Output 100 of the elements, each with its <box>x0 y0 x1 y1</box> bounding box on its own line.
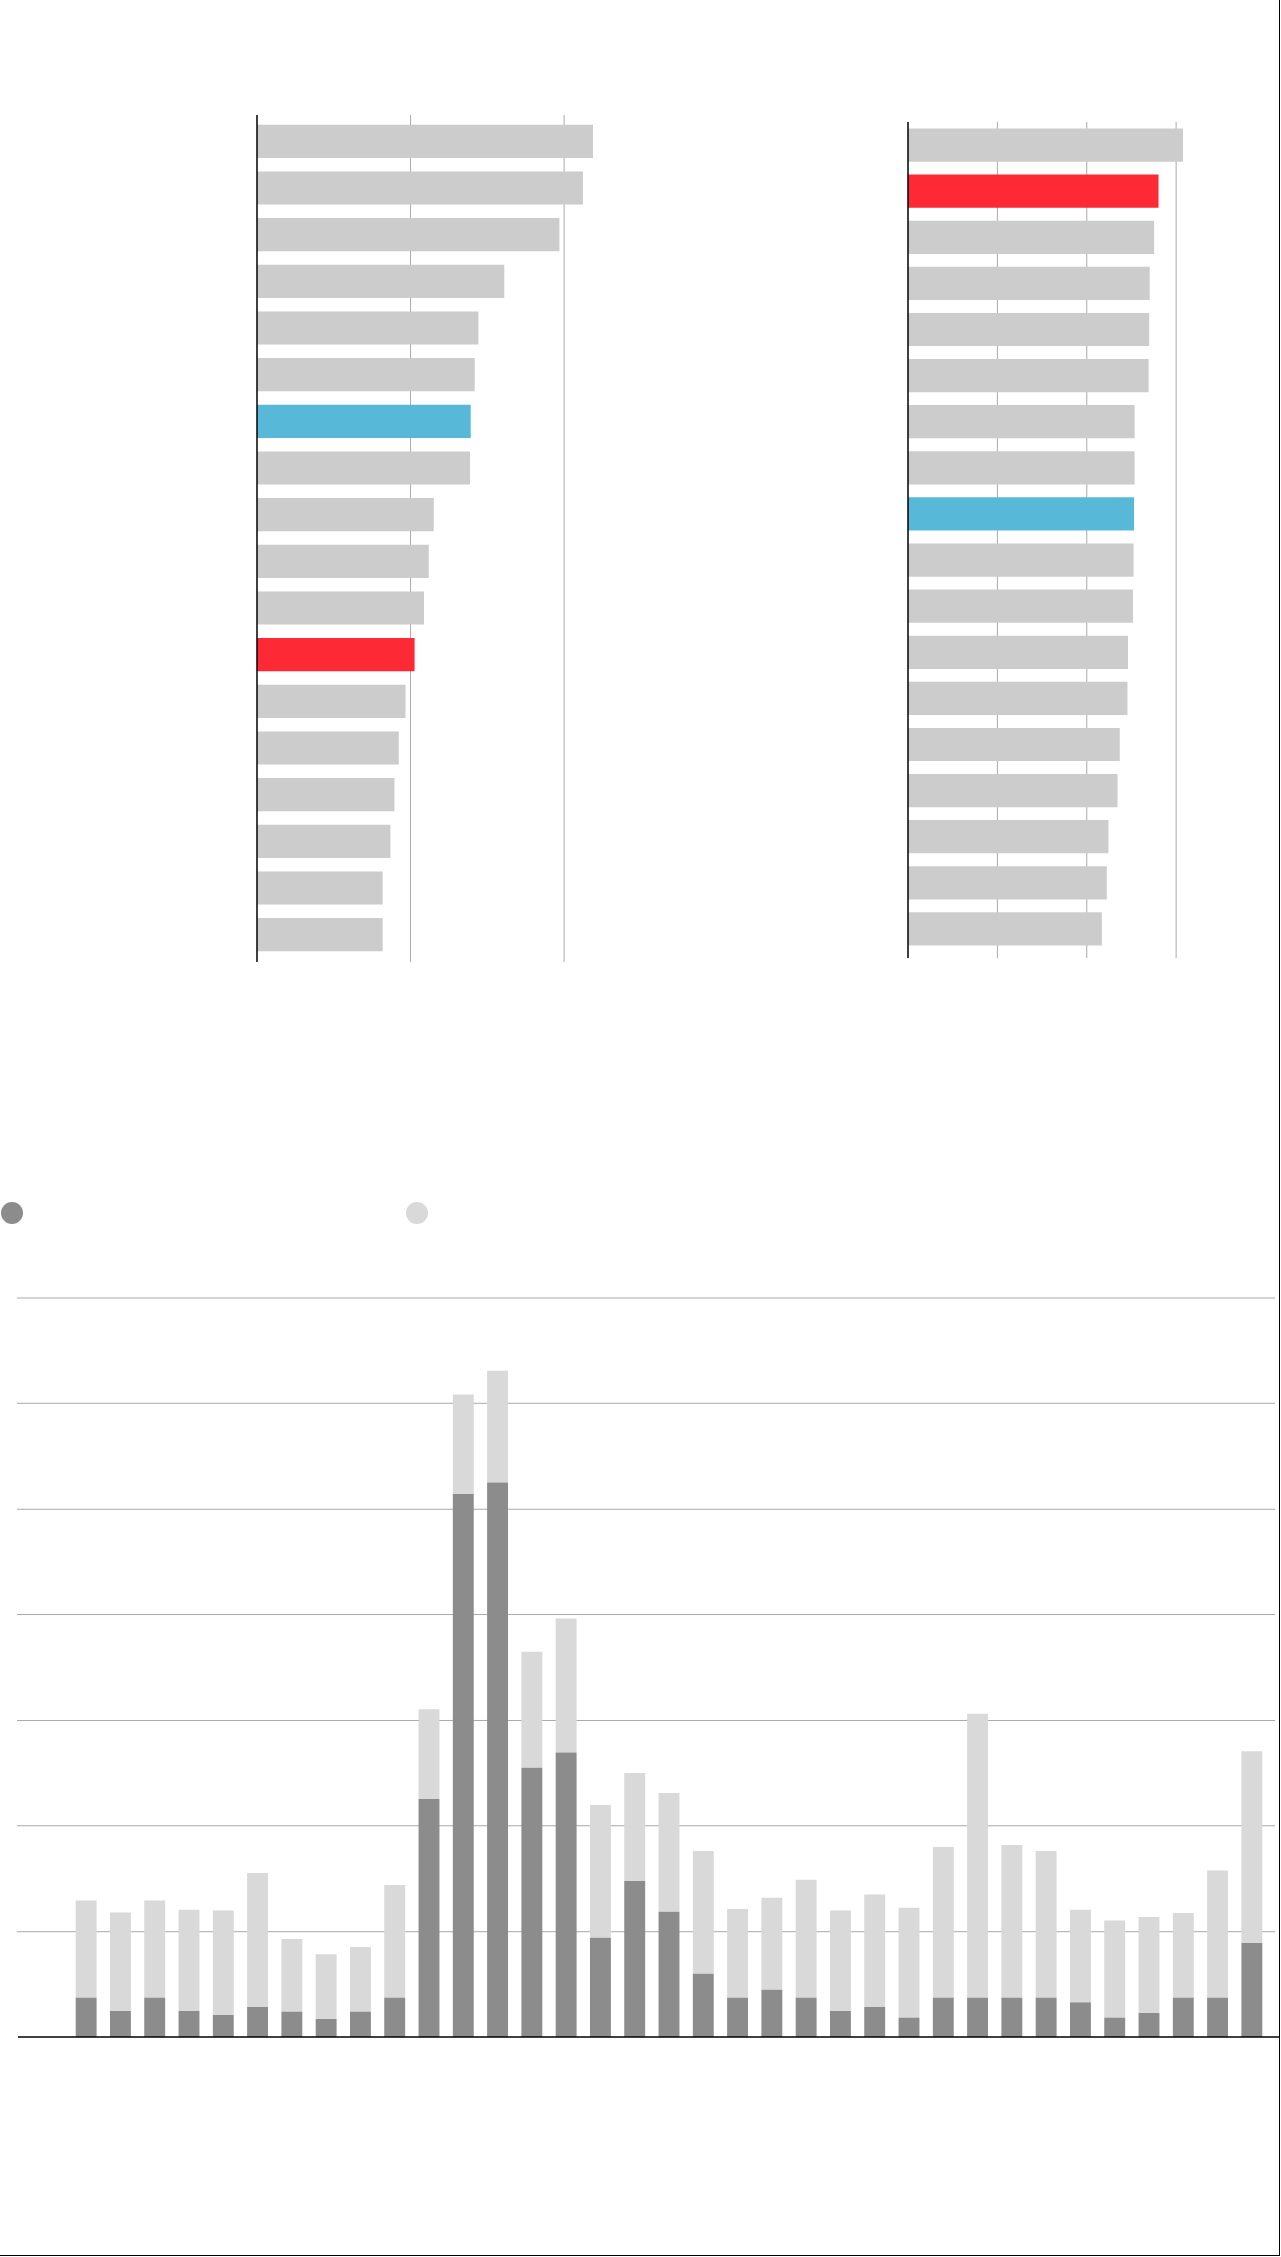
bar <box>257 544 429 578</box>
bar <box>761 1989 783 2037</box>
bar <box>1241 1751 1263 1944</box>
bar <box>1207 1997 1229 2037</box>
bar <box>761 1897 783 1990</box>
bar <box>795 1879 817 1998</box>
bar <box>908 681 1128 715</box>
bar <box>795 1997 817 2037</box>
bar <box>908 589 1133 623</box>
bar <box>829 1910 851 2012</box>
bar <box>589 1805 611 1938</box>
bar <box>257 404 471 438</box>
bar <box>829 2011 851 2037</box>
bar <box>1069 1909 1091 2003</box>
bar <box>247 1873 269 2008</box>
bar <box>908 727 1120 762</box>
bar <box>658 1911 680 2037</box>
bar <box>257 731 399 765</box>
bar <box>1138 2013 1160 2037</box>
bar <box>384 1885 406 1998</box>
bar <box>257 824 391 858</box>
bar <box>257 871 383 905</box>
bar <box>908 312 1150 347</box>
bar <box>178 2011 200 2037</box>
bar <box>281 1939 303 2012</box>
bar <box>257 218 560 252</box>
bar <box>1138 1917 1160 2014</box>
bar <box>1001 1997 1023 2037</box>
bar <box>257 264 505 298</box>
bar <box>908 497 1135 531</box>
bar <box>908 543 1134 577</box>
bar <box>144 1900 166 1998</box>
bar <box>932 1997 954 2037</box>
bar <box>1104 2017 1126 2037</box>
bar <box>452 1394 474 1494</box>
bar <box>908 912 1102 946</box>
bar <box>908 820 1109 854</box>
bar <box>1035 1997 1057 2037</box>
bar <box>1069 2002 1091 2037</box>
bar <box>692 1973 714 2037</box>
bar <box>257 451 471 485</box>
bar <box>109 2011 131 2037</box>
bar <box>257 171 583 205</box>
bar <box>555 1618 577 1753</box>
bar <box>212 1910 234 2016</box>
bar <box>1172 1913 1194 1998</box>
bar <box>1001 1845 1023 1998</box>
bar <box>452 1493 474 2037</box>
bar <box>967 1997 989 2037</box>
bar <box>727 1997 749 2037</box>
bar <box>555 1752 577 2037</box>
bar <box>349 1947 371 2012</box>
bar <box>932 1847 954 1998</box>
bar <box>75 1900 97 1998</box>
bar <box>521 1651 543 1768</box>
bar <box>908 774 1118 808</box>
bar <box>908 635 1128 669</box>
bar <box>1104 1920 1126 2018</box>
bar <box>908 451 1135 485</box>
bar <box>418 1799 440 2037</box>
bar <box>908 220 1155 254</box>
bar <box>257 311 479 345</box>
bar <box>658 1793 680 1912</box>
bar <box>624 1773 646 1882</box>
bar <box>908 359 1149 393</box>
bar <box>257 638 415 672</box>
bar <box>1241 1943 1263 2037</box>
bar <box>257 498 434 532</box>
bar <box>247 2007 269 2037</box>
bar <box>315 1954 337 2020</box>
bar <box>257 124 593 158</box>
bar <box>908 266 1150 300</box>
bar <box>384 1997 406 2037</box>
bar <box>257 684 406 718</box>
bar <box>487 1370 509 1483</box>
bar <box>727 1909 749 1998</box>
bar <box>418 1709 440 1800</box>
bar <box>1035 1851 1057 1998</box>
bar <box>349 2011 371 2037</box>
bar <box>281 2011 303 2037</box>
bar <box>898 1907 920 2018</box>
bar <box>589 1937 611 2037</box>
bar <box>908 405 1135 439</box>
bar <box>257 358 475 392</box>
bar <box>1207 1870 1229 1998</box>
bar <box>692 1851 714 1974</box>
bar <box>1172 1997 1194 2037</box>
bar <box>144 1997 166 2037</box>
bar <box>75 1997 97 2037</box>
bar <box>864 1894 886 2008</box>
bar <box>908 128 1183 162</box>
bar <box>178 1909 200 2012</box>
bar <box>521 1767 543 2037</box>
bar <box>908 174 1159 208</box>
bar <box>967 1713 989 1998</box>
bar <box>257 918 383 952</box>
bar <box>908 866 1107 900</box>
bar <box>624 1881 646 2037</box>
bar <box>257 778 395 812</box>
bar <box>864 2007 886 2037</box>
